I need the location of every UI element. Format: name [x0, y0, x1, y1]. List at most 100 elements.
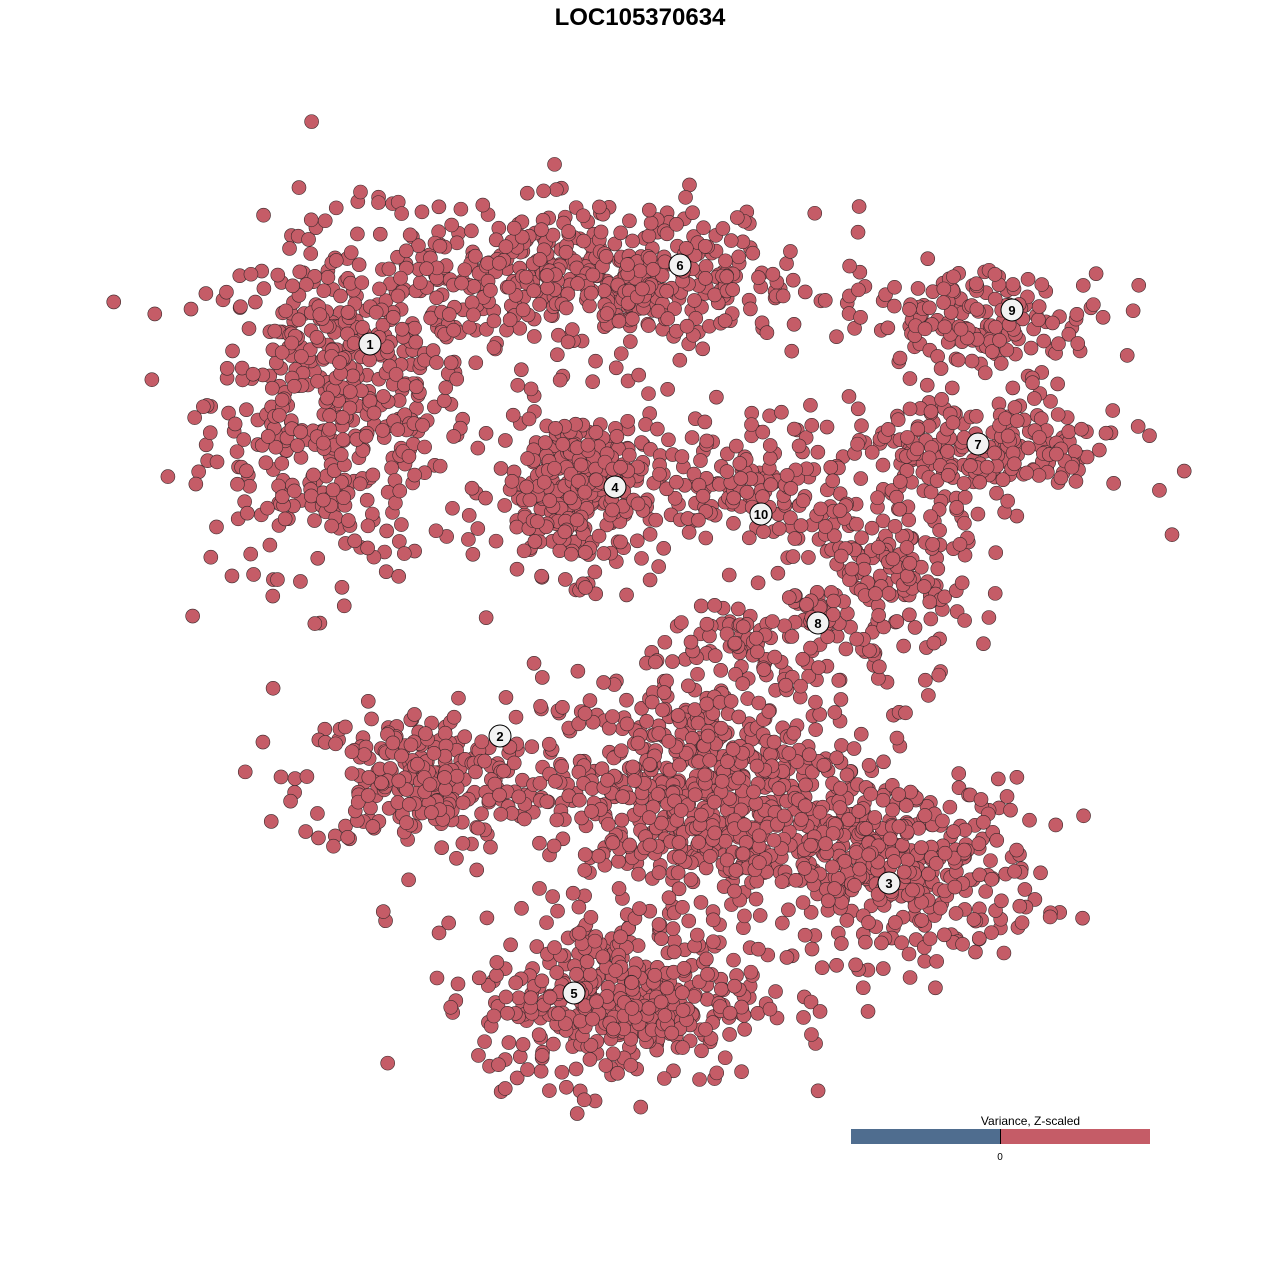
data-point-cluster-2	[468, 764, 483, 780]
data-point-cluster-5	[572, 1013, 588, 1029]
data-point-cluster-5	[554, 1064, 570, 1080]
data-point-cluster-6	[558, 300, 574, 316]
data-point-cluster-5	[532, 835, 547, 851]
cluster-label-10: 10	[749, 502, 773, 526]
data-point-cluster-6	[645, 262, 661, 277]
data-point-cluster-2	[255, 734, 271, 750]
data-point-cluster-5	[606, 1021, 621, 1037]
data-point-cluster-8	[826, 593, 841, 609]
data-point-cluster-5	[614, 812, 630, 828]
data-point-cluster-6	[412, 275, 428, 290]
legend-title: Variance, Z-scaled	[980, 1114, 1081, 1128]
data-point-cluster-10	[733, 471, 749, 486]
data-point-cluster-6	[532, 252, 548, 267]
data-point-cluster-2	[470, 820, 486, 836]
data-point-cluster-6	[468, 248, 483, 264]
data-point-cluster-5	[728, 863, 744, 878]
data-point-cluster-2	[410, 756, 425, 772]
data-point-cluster-6	[696, 220, 711, 236]
data-point-cluster-5	[546, 1036, 561, 1052]
data-point-cluster-1	[309, 330, 325, 345]
data-point-cluster-6	[466, 307, 481, 323]
data-point-cluster-6	[685, 205, 700, 220]
data-point-cluster-1	[221, 405, 236, 421]
data-point-cluster-6	[515, 302, 531, 318]
data-point-cluster-6	[550, 347, 565, 362]
data-point-cluster-5	[380, 1055, 395, 1071]
data-point-cluster-3	[814, 960, 830, 976]
data-point-cluster-3	[848, 957, 863, 973]
data-point-cluster-6	[745, 245, 761, 261]
data-point-cluster-6	[723, 233, 739, 248]
data-point-cluster-9	[946, 269, 961, 285]
data-point-cluster-3	[847, 878, 862, 893]
data-point-cluster-5	[731, 770, 746, 786]
data-point-cluster-7	[1061, 424, 1077, 439]
data-point-cluster-4	[570, 474, 586, 489]
data-point-cluster-6	[492, 255, 507, 271]
data-point-cluster-5	[551, 1006, 566, 1022]
data-point-cluster-5	[727, 883, 742, 899]
color-legend: Variance, Z-scaled 0	[851, 1114, 1150, 1163]
data-point-cluster-7	[850, 401, 866, 417]
data-point-cluster-8	[902, 555, 918, 571]
data-point-cluster-8	[872, 659, 887, 675]
data-point-cluster-1	[188, 476, 204, 492]
data-point-cluster-7	[1053, 470, 1069, 486]
data-point-cluster-5	[441, 915, 456, 931]
data-point-cluster-5	[517, 811, 532, 827]
data-point-cluster-1	[378, 564, 394, 579]
data-point-cluster-5	[622, 837, 637, 853]
data-point-cluster-6	[707, 287, 723, 303]
data-point-cluster-5	[500, 1005, 515, 1021]
data-point-cluster-10	[729, 438, 744, 454]
data-point-cluster-5	[750, 1006, 766, 1021]
data-point-cluster-5	[659, 980, 675, 996]
data-point-cluster-2	[364, 711, 379, 727]
data-point-cluster-5	[625, 759, 641, 775]
data-point-cluster-4	[536, 474, 552, 490]
data-point-cluster-9	[1051, 336, 1066, 352]
data-point-cluster-5	[583, 909, 599, 925]
data-point-cluster-8	[907, 620, 923, 635]
data-point-cluster-1	[391, 569, 406, 584]
data-point-cluster-7	[1152, 483, 1167, 498]
data-point-cluster-3	[804, 941, 820, 957]
data-point-cluster-8	[957, 515, 972, 531]
data-point-cluster-4	[642, 572, 658, 588]
data-point-cluster-5	[570, 663, 586, 679]
data-point-cluster-7	[1020, 440, 1036, 456]
data-point-cluster-6	[775, 288, 791, 304]
data-point-cluster-5	[642, 837, 658, 853]
data-point-cluster-3	[996, 945, 1012, 961]
legend-colorbar	[851, 1129, 1150, 1144]
data-point-cluster-8	[954, 575, 970, 591]
data-point-cluster-10	[684, 430, 700, 445]
data-point-cluster-10	[813, 501, 828, 517]
data-point-cluster-3	[932, 900, 948, 916]
data-point-cluster-5	[653, 994, 669, 1010]
data-point-cluster-8	[749, 630, 764, 646]
legend-tick-label: 0	[997, 1152, 1003, 1163]
data-point-cluster-1	[333, 288, 348, 304]
data-point-cluster-3	[968, 944, 983, 960]
data-point-cluster-1	[342, 400, 358, 416]
data-point-cluster-4	[667, 490, 683, 506]
data-point-cluster-5	[722, 1027, 737, 1042]
data-point-cluster-5	[692, 1072, 707, 1087]
data-point-cluster-8	[899, 568, 915, 584]
data-point-cluster-5	[619, 692, 634, 708]
data-point-cluster-2	[455, 836, 471, 851]
data-point-cluster-1	[227, 416, 243, 432]
data-point-cluster-10	[787, 531, 803, 546]
data-point-cluster-7	[1098, 425, 1114, 441]
data-point-cluster-5	[717, 1050, 733, 1066]
data-point-cluster-9	[1031, 299, 1047, 314]
data-point-cluster-5	[675, 1003, 691, 1018]
data-point-cluster-10	[795, 493, 811, 509]
data-point-cluster-5	[542, 989, 558, 1005]
data-point-cluster-8	[838, 641, 854, 657]
data-point-cluster-5	[666, 944, 682, 960]
data-point-cluster-8	[850, 436, 865, 452]
data-point-cluster-8	[665, 654, 680, 669]
